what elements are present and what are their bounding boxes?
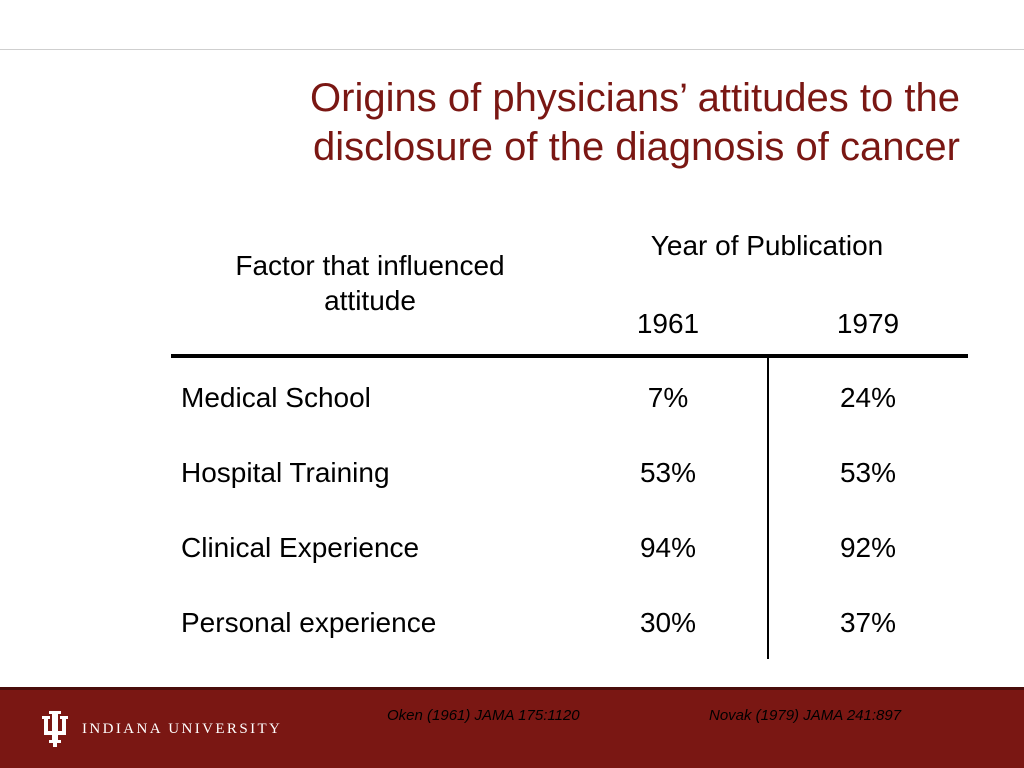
row-value-1979: 53% (839, 457, 897, 488)
row-value-1979: 37% (839, 607, 897, 638)
row-value-1961: 94% (639, 532, 697, 563)
factor-header-line-1: Factor that influenced (235, 250, 505, 281)
year-1979-header: 1979 (836, 308, 900, 339)
citation-novak: Novak (1979) JAMA 241:897 (709, 707, 902, 724)
row-value-1961: 53% (639, 457, 697, 488)
footer-top-rule (0, 687, 1024, 690)
row-factor-label: Clinical Experience (181, 532, 420, 563)
table-row: Hospital Training 53% 53% (0, 453, 1024, 493)
footer-bar: INDIANA UNIVERSITY Oken (1961) JAMA 175:… (0, 687, 1024, 768)
row-factor-label: Hospital Training (181, 457, 390, 488)
year-of-publication-header: Year of Publication (650, 230, 884, 261)
factor-column-header: Factor that influenced attitude (180, 248, 560, 318)
slide-title-line-2: disclosure of the diagnosis of cancer (312, 125, 960, 169)
slide-title: Origins of physicians’ attitudes to the … (160, 74, 960, 172)
year-1961-header: 1961 (636, 308, 700, 339)
iu-trident-icon (42, 711, 68, 747)
citation-oken: Oken (1961) JAMA 175:1120 (387, 707, 580, 724)
table-row: Medical School 7% 24% (0, 378, 1024, 418)
table-column-divider (767, 358, 769, 659)
iu-logo-text: INDIANA UNIVERSITY (82, 720, 283, 737)
table-header-rule (171, 354, 968, 358)
row-value-1979: 92% (839, 532, 897, 563)
row-value-1961: 7% (647, 382, 689, 413)
table-row: Personal experience 30% 37% (0, 603, 1024, 643)
row-factor-label: Medical School (181, 382, 371, 413)
iu-logo: INDIANA UNIVERSITY (40, 711, 282, 747)
factor-header-line-2: attitude (324, 285, 416, 316)
row-factor-label: Personal experience (181, 607, 437, 638)
row-value-1961: 30% (639, 607, 697, 638)
row-value-1979: 24% (839, 382, 897, 413)
table-row: Clinical Experience 94% 92% (0, 528, 1024, 568)
slide-title-line-1: Origins of physicians’ attitudes to the (310, 76, 960, 120)
top-divider (0, 49, 1024, 50)
